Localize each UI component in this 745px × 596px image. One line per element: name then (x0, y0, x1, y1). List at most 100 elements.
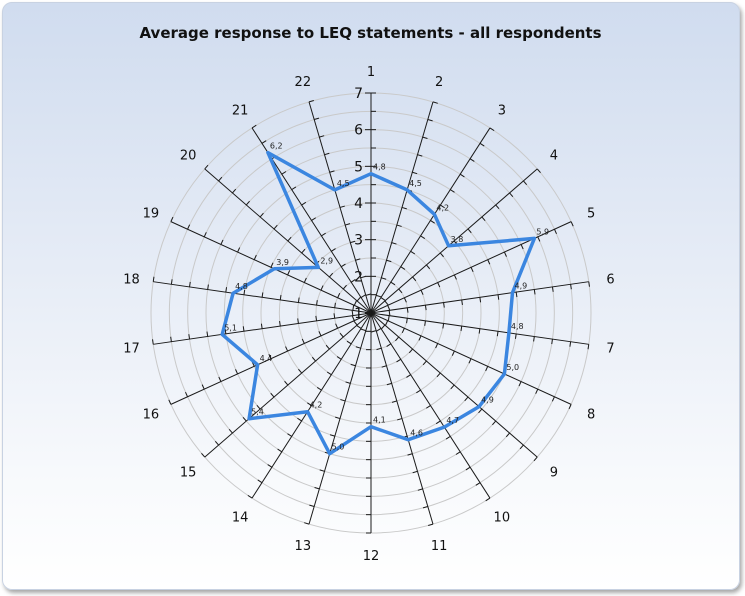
data-label: 5,0 (506, 363, 519, 372)
spoke-tick (273, 224, 278, 230)
category-label: 10 (494, 511, 511, 526)
spoke-tick (376, 294, 382, 298)
spoke-tick (386, 382, 392, 386)
spoke-tick (553, 229, 557, 234)
spoke-tick (587, 344, 590, 350)
spoke-tick (333, 313, 336, 319)
category-label: 19 (143, 206, 160, 221)
spoke-tick (570, 284, 572, 290)
axis-tick-label: 2 (354, 269, 363, 285)
spoke-tick (533, 456, 538, 462)
spoke-tick (422, 506, 428, 509)
data-label: 4,8 (511, 322, 524, 331)
spoke-tick (450, 189, 455, 193)
category-label: 22 (295, 75, 312, 90)
spoke-tick (401, 206, 407, 210)
spoke-tick (418, 335, 422, 341)
spoke-tick (339, 332, 344, 338)
spoke-tick (455, 451, 461, 455)
spoke-tick (420, 289, 424, 295)
spoke-tick (307, 402, 312, 406)
spoke-tick (430, 220, 435, 224)
spoke-tick (207, 284, 209, 290)
category-label: 7 (606, 341, 614, 356)
spoke-tick (535, 388, 539, 394)
spoke-tick (479, 297, 482, 303)
spoke-tick (297, 417, 302, 422)
spoke-tick (384, 300, 389, 306)
spoke-tick (422, 360, 427, 366)
spoke-tick (259, 212, 264, 218)
spoke-tick (489, 127, 495, 132)
spoke-tick (237, 247, 241, 253)
spoke-tick (340, 399, 346, 402)
spoke-tick (551, 396, 555, 402)
data-label: 3,8 (451, 235, 464, 244)
spoke-tick (422, 136, 428, 139)
category-label: 12 (363, 549, 380, 564)
spoke-tick (326, 371, 332, 376)
spoke-tick (396, 224, 402, 227)
spoke-tick (475, 482, 481, 486)
spoke-tick (412, 470, 418, 474)
spoke-tick (496, 331, 499, 337)
spoke-tick (329, 272, 334, 278)
spoke-tick (268, 353, 272, 359)
spoke-tick (170, 336, 172, 342)
spoke-tick (270, 392, 275, 398)
spoke-tick (503, 251, 507, 257)
category-label: 21 (232, 103, 249, 118)
spoke-tick (435, 343, 439, 349)
spoke-tick (416, 389, 421, 394)
spoke-tick (485, 497, 491, 502)
spoke-tick (189, 281, 191, 287)
spoke-tick (297, 318, 299, 324)
spoke-tick (461, 299, 463, 305)
spoke-tick (425, 405, 431, 409)
spoke-tick (152, 339, 154, 345)
spoke-tick (412, 171, 418, 175)
spoke-tick (417, 154, 423, 157)
spoke-tick (468, 358, 472, 364)
data-label: 4,7 (446, 416, 459, 425)
data-label: 4,2 (310, 401, 323, 410)
spoke-tick (479, 142, 485, 147)
spoke-tick (412, 276, 417, 282)
spoke-tick (568, 404, 572, 410)
spoke-tick (256, 404, 261, 410)
spoke-tick (387, 305, 391, 311)
spoke-tick (400, 266, 406, 270)
spoke-tick (385, 320, 389, 326)
data-label: 4,4 (260, 354, 273, 363)
spoke-tick (329, 170, 335, 173)
data-label: 2,9 (320, 256, 333, 265)
spoke-tick (470, 267, 474, 273)
spoke-tick (406, 318, 408, 324)
spoke-tick (351, 315, 355, 321)
spoke-tick (376, 328, 382, 332)
spoke-tick (314, 487, 320, 490)
spoke-tick (467, 228, 472, 234)
spoke-tick (505, 432, 510, 438)
spoke-tick (569, 341, 572, 347)
data-label: 6,2 (270, 142, 283, 151)
spoke-tick (397, 418, 403, 421)
spoke-tick (309, 504, 315, 507)
spoke-tick (437, 282, 441, 288)
category-label: 11 (431, 539, 448, 554)
spoke-tick (325, 344, 330, 350)
spoke-tick (351, 310, 354, 316)
spoke-tick (247, 494, 253, 499)
spoke-tick (478, 408, 483, 414)
spoke-tick (450, 384, 455, 390)
spoke-tick (201, 384, 205, 390)
spoke-tick (188, 334, 191, 340)
spoke-tick (443, 302, 445, 308)
category-label: 15 (180, 465, 197, 480)
spoke-tick (381, 365, 387, 368)
spoke-tick (242, 416, 247, 422)
spoke-tick (360, 294, 366, 298)
spoke-tick (386, 343, 392, 347)
data-label: 4,5 (337, 179, 350, 188)
spoke-tick (260, 323, 263, 329)
